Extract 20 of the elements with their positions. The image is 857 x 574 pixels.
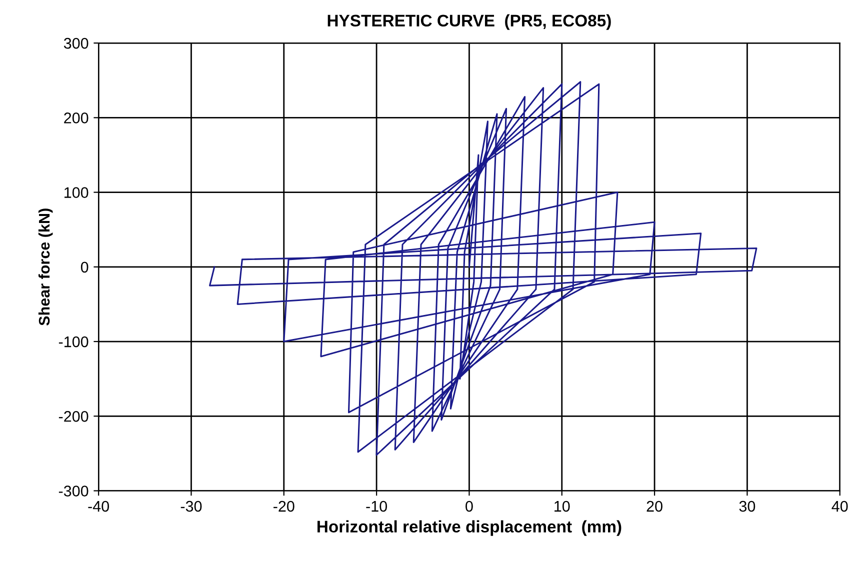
x-tick-label: -30 [180, 500, 202, 512]
y-tick-label: 100 [64, 187, 88, 198]
y-tick-label: 200 [64, 112, 88, 124]
x-tick-label: -20 [274, 500, 294, 512]
x-tick-label: 20 [646, 500, 662, 512]
x-tick-label: -40 [88, 500, 109, 512]
x-axis-title: Horizontal relative displacement (mm) [318, 520, 622, 536]
x-tick-label: 10 [554, 500, 570, 512]
y-axis-title: Shear force (kN) [38, 208, 53, 326]
y-tick-label: 300 [64, 38, 88, 49]
x-tick-label: -10 [366, 500, 387, 512]
y-tick-label: 0 [80, 262, 88, 273]
chart-title: HYSTERETIC CURVE (PR5, ECO85) [328, 14, 611, 30]
y-tick-label: -100 [58, 336, 88, 348]
x-tick-label: 40 [832, 500, 848, 512]
y-tick-label: -200 [58, 411, 88, 422]
line-series [208, 81, 758, 456]
x-tick-label: 0 [466, 500, 473, 512]
x-tick-label: 30 [739, 500, 756, 512]
y-tick-label: -300 [58, 486, 88, 496]
